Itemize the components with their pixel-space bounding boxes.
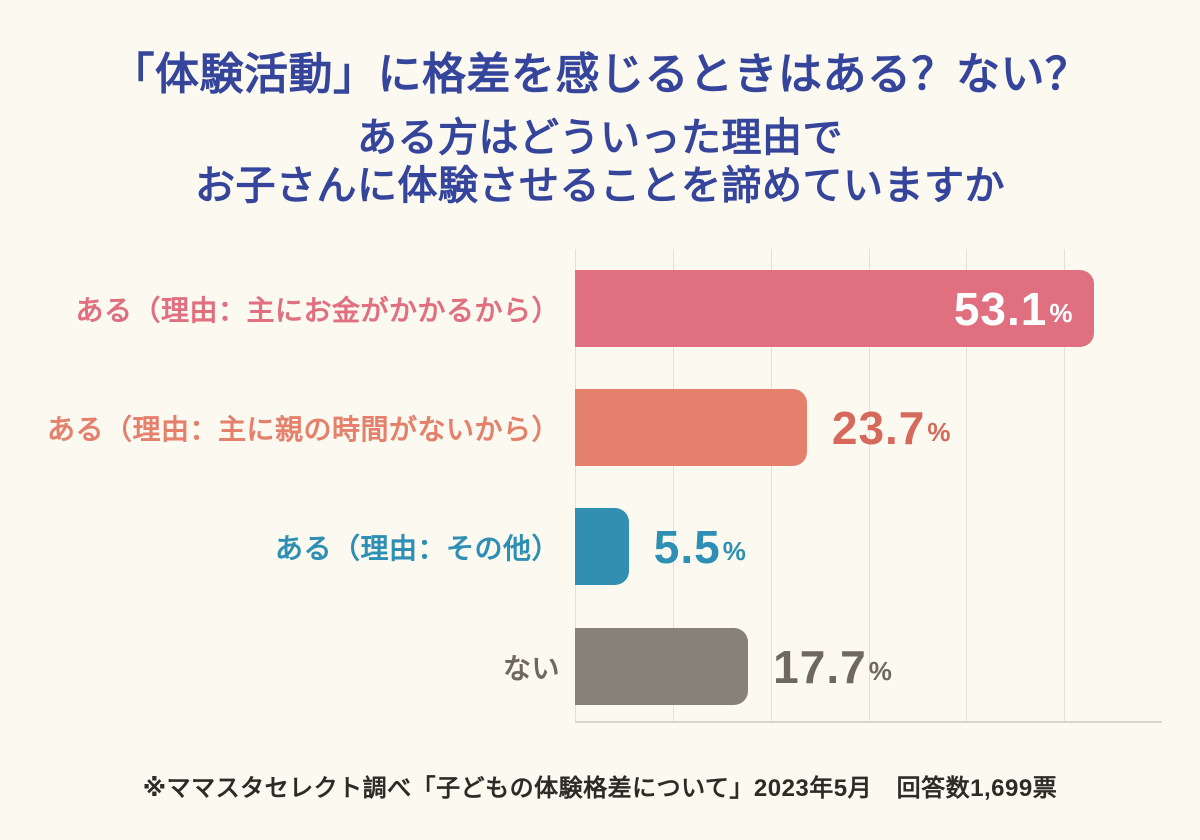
- bar-label: ある（理由：主に親の時間がないから）: [46, 413, 560, 445]
- bar-value-number: 23.7: [831, 401, 926, 454]
- bar-value-percent-sign: %: [1049, 298, 1073, 328]
- bar: [575, 508, 629, 585]
- bar-row-money: ある（理由：主にお金がかかるから） 53.1%: [0, 270, 1200, 347]
- bar-value-number: 17.7: [773, 640, 867, 693]
- chart-title-line-1: 「体験活動」に格差を感じるときはある？ない？: [110, 50, 1090, 99]
- bar: [575, 389, 807, 466]
- gridline: [672, 249, 674, 723]
- gridline: [770, 249, 772, 723]
- bar-row-none: ない 17.7%: [0, 628, 1200, 705]
- bar-row-other: ある（理由：その他） 5.5%: [0, 508, 1200, 585]
- gridline: [1064, 249, 1066, 723]
- bar: [575, 270, 1095, 347]
- bar-chart: ある（理由：主にお金がかかるから） 53.1% ある（理由：主に親の時間がないか…: [0, 249, 1200, 723]
- chart-title-line-3: お子さんに体験させることを諦めていますか: [195, 164, 1005, 208]
- source-note: ※ママスタセレクト調べ「子どもの体験格差について」2023年5月 回答数1,69…: [142, 775, 1058, 802]
- gridline: [966, 249, 968, 723]
- bar: [575, 628, 749, 705]
- bar-label: ある（理由：その他）: [274, 532, 560, 564]
- bar-row-parent-time: ある（理由：主に親の時間がないから） 23.7%: [0, 389, 1200, 466]
- chart-title-line-2: ある方はどういった理由で: [357, 116, 843, 160]
- bar-value-percent-sign: %: [868, 656, 892, 686]
- bar-value-percent-sign: %: [927, 417, 951, 447]
- bar-label: ある（理由：主にお金がかかるから）: [75, 294, 560, 326]
- bar-value: 5.5%: [654, 508, 746, 585]
- gridline: [868, 249, 870, 723]
- bar-value-number: 53.1: [953, 282, 1048, 335]
- bar-value: 53.1%: [954, 270, 1073, 347]
- bar-value: 23.7%: [832, 389, 951, 466]
- bar-value: 17.7%: [773, 628, 892, 705]
- x-axis-line: [575, 721, 1162, 723]
- bar-value-percent-sign: %: [722, 536, 746, 566]
- bar-value-number: 5.5: [653, 520, 721, 573]
- gridline: [575, 249, 576, 723]
- bar-label: ない: [502, 652, 560, 684]
